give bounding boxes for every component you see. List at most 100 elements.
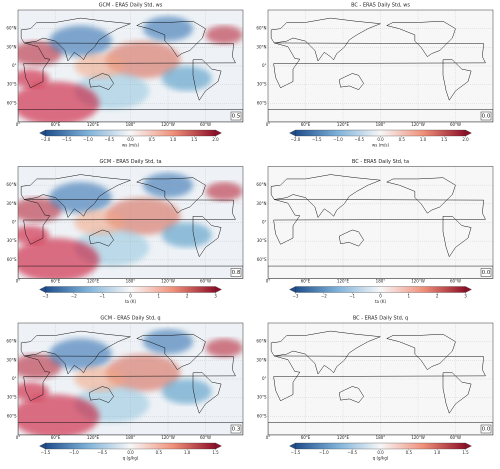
coastline <box>20 330 131 375</box>
colorbar-tick-label: −0.5 <box>354 137 364 142</box>
field-pattern <box>161 66 212 91</box>
coastline <box>18 109 243 122</box>
colorbar-tick-label: −1 <box>99 294 105 299</box>
colorbar-extend-min <box>39 286 46 293</box>
colorbar-tick-label: 2 <box>186 294 189 299</box>
lon-tick-label: 0° <box>266 122 271 127</box>
field-pattern <box>74 53 125 79</box>
field-pattern <box>49 338 112 370</box>
lon-tick-label: 120°W <box>161 122 175 127</box>
coastline <box>88 386 114 403</box>
colorbar-tick-label: 1.0 <box>170 137 177 142</box>
colorbar-tick-label: 0 <box>379 294 382 299</box>
coastline <box>136 333 206 371</box>
field-pattern <box>105 41 181 79</box>
colorbar <box>45 129 216 137</box>
colorbar-tick-label: −1.0 <box>69 450 79 455</box>
lon-tick-label: 60°E <box>301 435 311 440</box>
lon-tick-label: 0° <box>266 435 271 440</box>
lat-tick-label: 0° <box>12 220 17 225</box>
coastline <box>268 265 493 279</box>
field-pattern <box>161 379 212 404</box>
map-panel: BC - ERA5 Daily Std, ta0° 60°E 120°E 180° 12… <box>256 159 494 304</box>
coastline <box>442 59 472 101</box>
coastline <box>23 199 236 245</box>
coastline <box>136 20 206 58</box>
score-box <box>480 268 492 277</box>
coastline <box>192 59 222 101</box>
lon-tick-label: 60°E <box>51 122 61 127</box>
lat-tick-label: 30°S <box>7 82 17 87</box>
coastline <box>136 177 206 214</box>
coastline <box>386 333 456 371</box>
field-pattern <box>18 238 100 279</box>
lon-tick-label: 120°W <box>161 435 175 440</box>
field-pattern <box>205 25 243 45</box>
coastline <box>192 216 222 258</box>
colorbar-tick-label: −1.5 <box>312 137 322 142</box>
score-value: 0.3 <box>232 427 241 433</box>
lat-tick-label: 60°N <box>256 26 266 31</box>
colorbar-extend-min <box>289 129 296 137</box>
colorbar-tick-label: −1.0 <box>83 137 93 142</box>
lon-tick-label: 180° <box>126 435 136 440</box>
colorbar-tick-label: −2 <box>71 294 77 299</box>
field-pattern <box>18 69 50 88</box>
coastline <box>88 73 114 90</box>
lon-tick-label: 120°E <box>87 279 100 284</box>
lat-tick-label: 30°S <box>7 395 17 400</box>
coastline <box>268 109 493 122</box>
lat-tick-label: 30°N <box>256 44 266 49</box>
coastline <box>20 17 131 62</box>
lon-tick-label: 120°E <box>337 122 350 127</box>
lat-tick-label: 60°S <box>7 257 17 262</box>
coastline <box>18 265 243 279</box>
coastline <box>270 330 381 375</box>
lon-tick-label: 180° <box>376 435 386 440</box>
coastline <box>386 177 456 214</box>
field-pattern <box>105 354 181 392</box>
colorbar-extend-min <box>289 286 296 293</box>
coastline <box>268 422 493 435</box>
coastline <box>273 355 486 402</box>
lon-tick-label: 60°E <box>301 122 311 127</box>
map-field <box>18 323 243 435</box>
colorbar-tick-label: 0.5 <box>149 137 156 142</box>
lon-tick-label: 120°W <box>161 279 175 284</box>
colorbar-tick-label: 0.0 <box>377 137 384 142</box>
lat-tick-label: 60°N <box>6 26 16 31</box>
colorbar-tick-label: 0.0 <box>377 450 384 455</box>
colorbar-tick-label: 0.5 <box>399 137 406 142</box>
score-value: 0.5 <box>232 114 241 120</box>
colorbar-tick-label: −1.0 <box>319 450 329 455</box>
panel-title: GCM - ERA5 Daily Std, q <box>100 316 160 322</box>
colorbar-tick-label: 1.5 <box>462 450 469 455</box>
coastline <box>442 372 472 414</box>
coastline <box>23 42 236 89</box>
field-pattern <box>18 382 50 401</box>
colorbar-extend-max <box>465 129 472 137</box>
lat-tick-label: 30°N <box>256 357 266 362</box>
lat-tick-label: 60°N <box>6 182 16 187</box>
lat-tick-label: 0° <box>262 220 267 225</box>
lon-tick-label: 120°W <box>411 279 425 284</box>
colorbar-label: q (g/kg) <box>373 456 389 461</box>
colorbar-extend-min <box>39 442 46 450</box>
colorbar-tick-label: 0.5 <box>406 450 413 455</box>
lon-tick-label: 0° <box>16 435 21 440</box>
lon-tick-label: 180° <box>376 122 386 127</box>
colorbar <box>295 286 466 293</box>
coastline <box>442 216 472 258</box>
colorbar-label: ta (K) <box>375 299 386 304</box>
score-value: 0.0 <box>482 427 491 433</box>
colorbar-tick-label: 2.0 <box>462 137 469 142</box>
lon-tick-label: 60°W <box>200 122 211 127</box>
colorbar-tick-label: −1.5 <box>41 450 51 455</box>
colorbar-extend-max <box>465 442 472 450</box>
colorbar-tick-label: 1.0 <box>434 450 441 455</box>
colorbar-extend-min <box>289 442 296 450</box>
score-value: 0.8 <box>232 270 241 276</box>
colorbar <box>45 286 216 293</box>
colorbar-tick-label: −2.0 <box>41 137 51 142</box>
